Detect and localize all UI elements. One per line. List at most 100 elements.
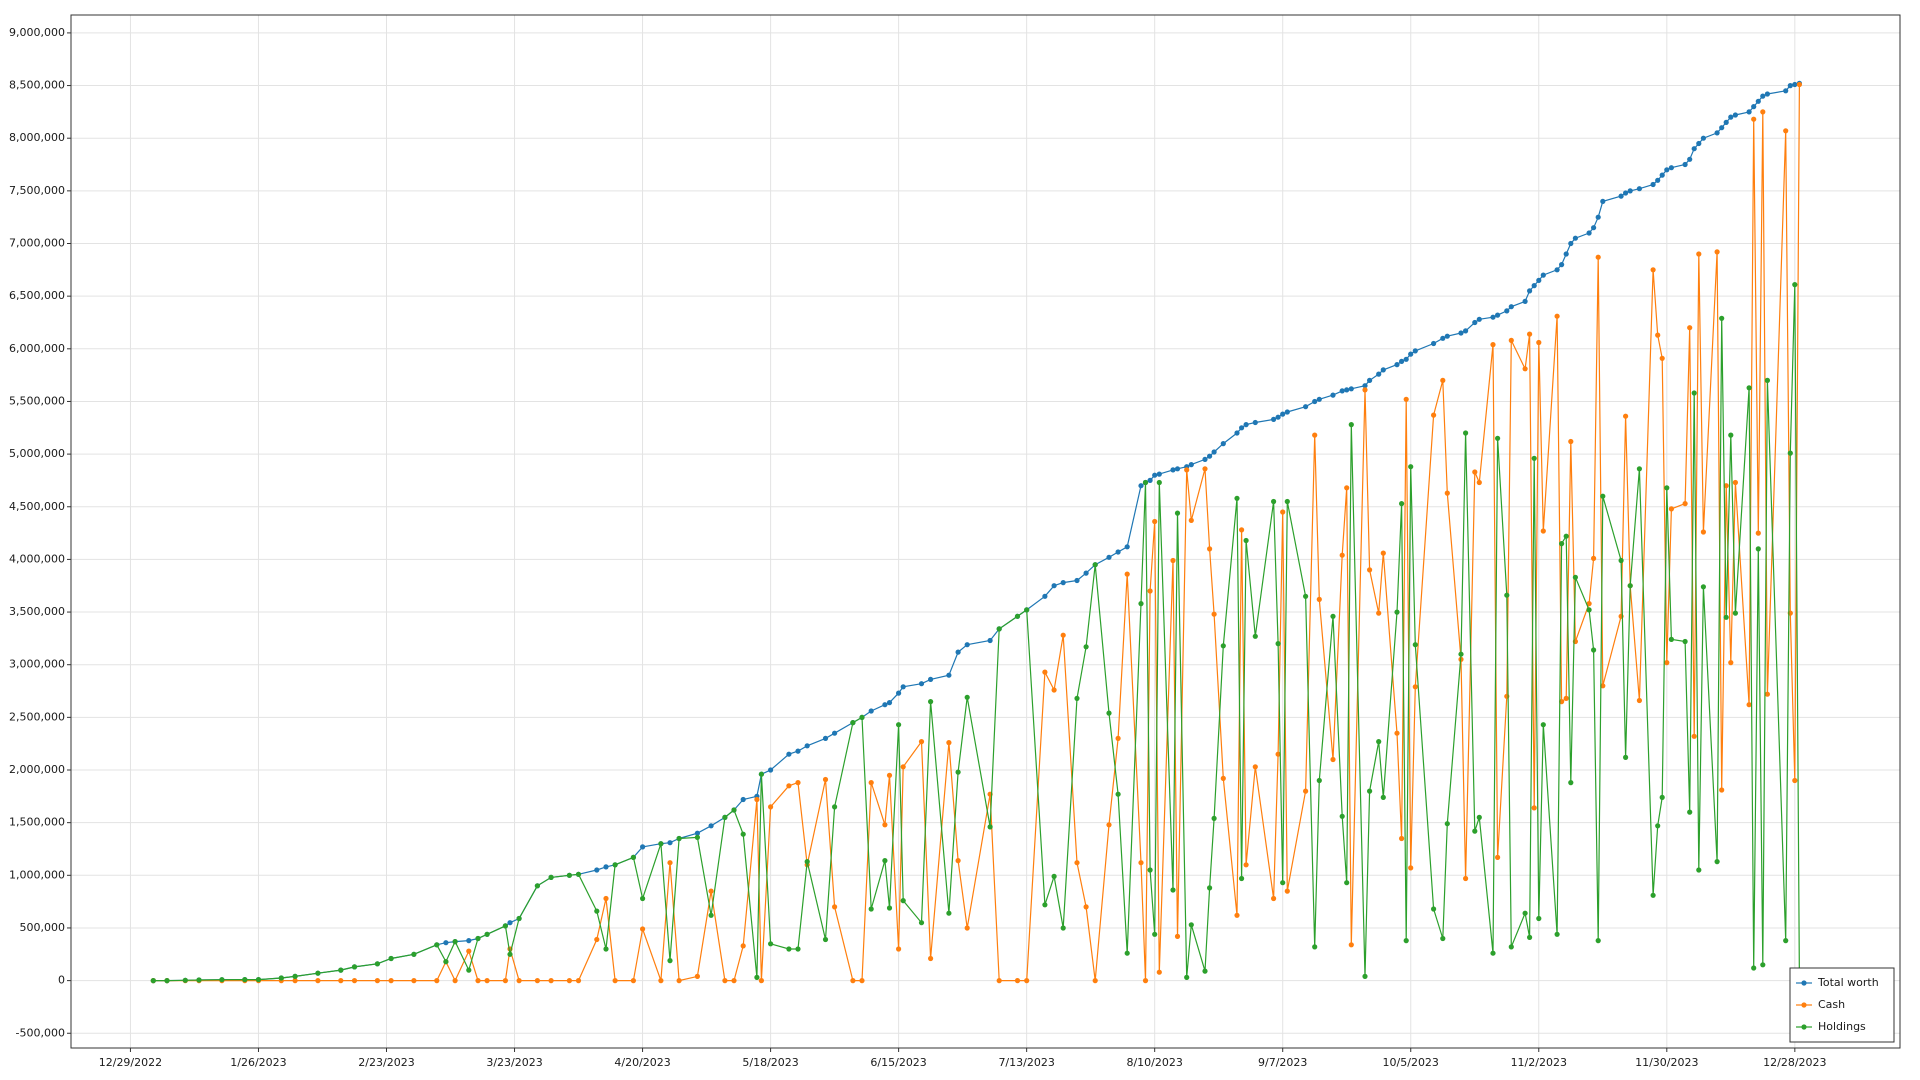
data-point — [1376, 610, 1382, 616]
data-point — [1060, 632, 1066, 638]
data-point — [1696, 251, 1702, 257]
x-tick-label: 12/28/2023 — [1763, 1056, 1826, 1069]
data-point — [1106, 710, 1112, 716]
data-point — [758, 978, 765, 984]
data-point — [1174, 510, 1181, 516]
data-point — [1495, 854, 1501, 861]
data-point — [1170, 557, 1176, 564]
data-point — [1408, 464, 1414, 470]
data-point — [708, 823, 714, 829]
data-point — [754, 796, 760, 803]
grid-layer — [71, 15, 1900, 1048]
data-point — [708, 888, 714, 894]
data-point — [946, 672, 952, 678]
data-point — [1252, 419, 1258, 426]
data-point — [1664, 167, 1670, 173]
data-point — [1618, 193, 1624, 199]
data-point — [1239, 875, 1245, 882]
data-point — [1284, 409, 1290, 415]
data-point — [850, 978, 856, 984]
data-point — [1764, 91, 1770, 97]
data-point — [1412, 348, 1418, 354]
data-point — [1463, 328, 1469, 334]
data-point — [832, 730, 838, 736]
data-point — [1380, 550, 1386, 556]
data-point — [1444, 333, 1450, 339]
data-point — [1243, 537, 1249, 544]
data-point — [1723, 614, 1729, 620]
data-point — [1723, 119, 1729, 125]
x-tick-label: 5/18/2023 — [742, 1056, 798, 1069]
data-point — [630, 854, 637, 861]
data-point — [1394, 730, 1400, 736]
data-point — [1083, 644, 1089, 650]
y-tick-label: 8,000,000 — [9, 131, 65, 144]
data-point — [1147, 588, 1153, 594]
x-tick-label: 7/13/2023 — [998, 1056, 1054, 1069]
data-point — [1344, 387, 1350, 393]
data-point — [1490, 342, 1496, 348]
data-point — [1568, 780, 1574, 786]
data-point — [1723, 483, 1729, 489]
data-point — [374, 978, 380, 984]
data-point — [1563, 695, 1569, 702]
data-point — [1348, 422, 1354, 428]
data-point — [1202, 466, 1208, 472]
data-point — [1495, 435, 1501, 441]
data-point — [315, 970, 321, 976]
legend-label: Total worth — [1817, 976, 1879, 989]
data-point — [658, 978, 664, 984]
data-point — [1463, 430, 1469, 436]
data-point — [1348, 942, 1354, 948]
data-point — [1687, 325, 1693, 331]
data-point — [1051, 687, 1057, 693]
data-point — [1376, 371, 1382, 377]
data-point — [795, 946, 801, 952]
x-tick-label: 11/2/2023 — [1511, 1056, 1567, 1069]
data-point — [1458, 651, 1464, 657]
data-point — [1156, 471, 1162, 477]
data-point — [882, 702, 888, 708]
data-point — [1495, 312, 1501, 318]
data-point — [722, 978, 728, 984]
data-point — [411, 978, 417, 984]
data-point — [964, 694, 970, 700]
data-point — [1152, 472, 1158, 478]
data-point — [612, 978, 618, 984]
data-point — [1380, 367, 1386, 373]
data-point — [1147, 477, 1153, 483]
y-tick-label: 2,000,000 — [9, 763, 65, 776]
data-point — [859, 978, 865, 984]
data-point — [1399, 501, 1405, 507]
data-point — [731, 978, 737, 984]
data-point — [1636, 697, 1642, 704]
data-point — [1042, 902, 1048, 908]
data-point — [1732, 479, 1738, 486]
data-point — [987, 824, 993, 830]
data-point — [1527, 288, 1533, 294]
data-point — [1284, 888, 1290, 894]
data-point — [374, 961, 380, 967]
data-point — [1275, 641, 1281, 647]
data-point — [338, 978, 344, 984]
data-point — [1531, 283, 1537, 289]
data-point — [1367, 567, 1373, 573]
data-point — [1540, 722, 1546, 728]
data-point — [928, 676, 934, 683]
data-point — [1138, 483, 1144, 489]
data-point — [1600, 198, 1606, 204]
data-point — [594, 908, 600, 914]
data-point — [1687, 156, 1693, 162]
data-point — [786, 783, 792, 789]
data-point — [1188, 517, 1194, 524]
data-point — [676, 978, 682, 984]
data-point — [242, 977, 248, 983]
data-point — [859, 714, 865, 721]
data-point — [484, 931, 490, 937]
data-point — [1440, 377, 1446, 383]
data-point — [1586, 601, 1592, 607]
data-point — [928, 955, 934, 962]
data-point — [694, 973, 701, 980]
data-point — [1527, 331, 1533, 337]
data-point — [1650, 181, 1656, 188]
